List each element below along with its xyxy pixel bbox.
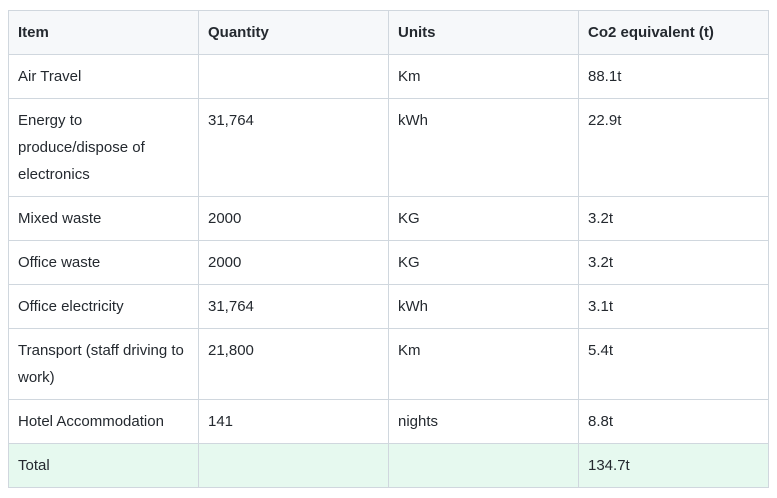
cell-item: Hotel Accommodation	[8, 399, 199, 444]
cell-co2: 8.8t	[578, 399, 769, 444]
co2-emissions-table: Item Quantity Units Co2 equivalent (t) A…	[8, 10, 769, 488]
total-units	[388, 443, 579, 488]
cell-item: Transport (staff driving to work)	[8, 328, 199, 400]
cell-quantity: 2000	[198, 196, 389, 241]
co2-table-container: Item Quantity Units Co2 equivalent (t) A…	[8, 10, 769, 488]
cell-units: KG	[388, 196, 579, 241]
cell-quantity: 31,764	[198, 284, 389, 329]
table-row: Transport (staff driving to work) 21,800…	[8, 328, 769, 400]
cell-units: KG	[388, 240, 579, 285]
cell-co2: 3.1t	[578, 284, 769, 329]
header-quantity: Quantity	[198, 10, 389, 55]
cell-quantity: 31,764	[198, 98, 389, 197]
header-item: Item	[8, 10, 199, 55]
cell-item: Office electricity	[8, 284, 199, 329]
cell-quantity	[198, 54, 389, 99]
table-total-row: Total 134.7t	[8, 443, 769, 488]
total-label: Total	[8, 443, 199, 488]
cell-units: Km	[388, 54, 579, 99]
cell-item: Mixed waste	[8, 196, 199, 241]
cell-item: Air Travel	[8, 54, 199, 99]
header-co2-equivalent: Co2 equivalent (t)	[578, 10, 769, 55]
header-units: Units	[388, 10, 579, 55]
cell-units: kWh	[388, 98, 579, 197]
cell-co2: 88.1t	[578, 54, 769, 99]
table-row: Energy to produce/dispose of electronics…	[8, 98, 769, 197]
cell-quantity: 2000	[198, 240, 389, 285]
cell-units: nights	[388, 399, 579, 444]
table-row: Office electricity 31,764 kWh 3.1t	[8, 284, 769, 329]
cell-co2: 3.2t	[578, 240, 769, 285]
cell-co2: 22.9t	[578, 98, 769, 197]
cell-co2: 5.4t	[578, 328, 769, 400]
table-row: Mixed waste 2000 KG 3.2t	[8, 196, 769, 241]
cell-quantity: 21,800	[198, 328, 389, 400]
cell-quantity: 141	[198, 399, 389, 444]
table-row: Office waste 2000 KG 3.2t	[8, 240, 769, 285]
cell-units: Km	[388, 328, 579, 400]
table-row: Air Travel Km 88.1t	[8, 54, 769, 99]
total-co2: 134.7t	[578, 443, 769, 488]
table-row: Hotel Accommodation 141 nights 8.8t	[8, 399, 769, 444]
cell-co2: 3.2t	[578, 196, 769, 241]
cell-item: Energy to produce/dispose of electronics	[8, 98, 199, 197]
table-header-row: Item Quantity Units Co2 equivalent (t)	[8, 10, 769, 55]
cell-units: kWh	[388, 284, 579, 329]
total-quantity	[198, 443, 389, 488]
cell-item: Office waste	[8, 240, 199, 285]
